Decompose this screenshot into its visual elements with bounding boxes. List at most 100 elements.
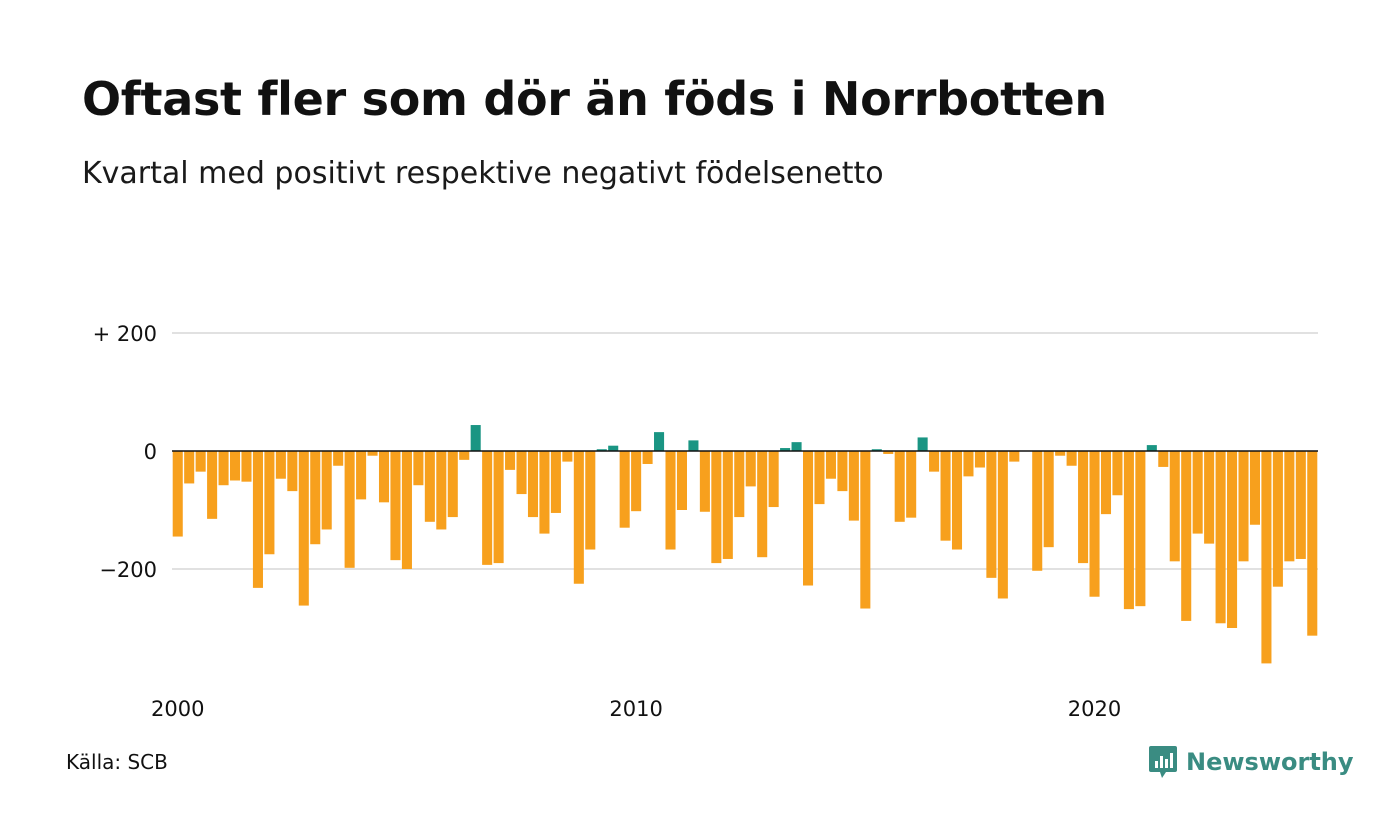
x-tick-label: 2010 — [609, 697, 662, 721]
bar-2024-k4 — [1307, 451, 1318, 636]
bar-2024-k1 — [1272, 451, 1283, 587]
brand-name: Newsworthy — [1186, 748, 1354, 776]
brand-logo: Newsworthy — [1148, 744, 1354, 780]
bar-2024-k3 — [1295, 451, 1306, 559]
bar-2017-k2 — [963, 451, 974, 477]
bar-2006-k3 — [470, 425, 481, 451]
bar-2015-k2 — [871, 449, 882, 451]
bar-2010-k3 — [654, 432, 665, 451]
y-tick-label: −200 — [99, 558, 157, 582]
bar-2005-k1 — [401, 451, 412, 569]
bar-2019-k3 — [1066, 451, 1077, 466]
bar-2019-k4 — [1078, 451, 1089, 564]
bar-2019-k1 — [1043, 451, 1054, 548]
bar-2002-k2 — [275, 451, 286, 479]
bar-2016-k1 — [906, 451, 917, 518]
bar-2001-k4 — [252, 451, 263, 588]
bar-2020-k2 — [1100, 451, 1112, 515]
bar-2004-k3 — [378, 451, 390, 503]
bar-2021-k3 — [1158, 451, 1169, 467]
bar-2009-k2 — [596, 449, 607, 451]
bar-2020-k1 — [1089, 451, 1100, 597]
bar-2005-k3 — [424, 451, 435, 522]
bar-2022-k3 — [1204, 451, 1215, 544]
bar-2000-k2 — [184, 451, 195, 484]
bar-2002-k1 — [264, 451, 275, 555]
bar-2021-k1 — [1135, 451, 1146, 607]
bar-2002-k3 — [287, 451, 298, 492]
bar-2006-k1 — [447, 451, 458, 518]
y-tick-label: 0 — [144, 440, 157, 464]
bar-2004-k1 — [356, 451, 367, 500]
bar-2004-k4 — [390, 451, 401, 561]
bar-2012-k2 — [734, 451, 745, 518]
bar-2007-k3 — [516, 451, 527, 495]
bar-2010-k4 — [665, 451, 676, 550]
bar-2022-k1 — [1181, 451, 1192, 621]
bar-2012-k1 — [722, 451, 733, 559]
bar-2023-k2 — [1238, 451, 1249, 562]
bar-2008-k2 — [550, 451, 561, 513]
newsworthy-logo-icon — [1149, 746, 1177, 778]
bar-2003-k4 — [344, 451, 355, 568]
bar-2018-k4 — [1032, 451, 1043, 571]
bar-2013-k3 — [791, 442, 802, 451]
bar-2003-k1 — [310, 451, 321, 545]
bar-2001-k3 — [241, 451, 252, 482]
bar-2000-k1 — [172, 451, 183, 537]
bar-2024-k2 — [1284, 451, 1295, 562]
bar-2009-k3 — [608, 445, 619, 451]
bar-2011-k4 — [711, 451, 722, 564]
chart-title: Oftast fler som dör än föds i Norrbotten — [82, 72, 1107, 126]
bar-2000-k4 — [207, 451, 218, 519]
bar-2014-k3 — [837, 451, 848, 492]
bar-2010-k1 — [631, 451, 642, 512]
bar-2017-k1 — [951, 451, 963, 550]
bar-2016-k2 — [917, 437, 928, 451]
bar-2013-k4 — [803, 451, 814, 586]
bar-2000-k3 — [195, 451, 206, 472]
bar-2001-k2 — [230, 451, 241, 481]
bar-2007-k1 — [493, 451, 504, 564]
bar-2014-k2 — [825, 451, 836, 479]
bar-2016-k4 — [940, 451, 951, 541]
bar-2015-k1 — [860, 451, 871, 609]
bar-2022-k2 — [1192, 451, 1203, 534]
bar-2007-k4 — [527, 451, 539, 518]
bar-2006-k4 — [482, 451, 493, 565]
bar-2022-k4 — [1215, 451, 1226, 624]
bar-2008-k3 — [562, 451, 573, 462]
bar-2002-k4 — [298, 451, 309, 606]
bar-2009-k4 — [619, 451, 630, 528]
bar-2023-k3 — [1249, 451, 1260, 525]
bar-2015-k3 — [883, 451, 894, 454]
bar-2008-k4 — [573, 451, 584, 584]
bar-2004-k2 — [367, 451, 378, 456]
bar-2021-k2 — [1146, 445, 1157, 451]
bar-2013-k1 — [768, 451, 779, 508]
y-tick-label: + 200 — [93, 322, 157, 346]
bar-2014-k1 — [814, 451, 825, 505]
bar-2014-k4 — [848, 451, 859, 521]
chart-subtitle: Kvartal med positivt respektive negativt… — [82, 156, 884, 191]
bar-2010-k2 — [642, 451, 653, 464]
bar-2005-k2 — [413, 451, 424, 486]
bar-2003-k2 — [321, 451, 332, 530]
bar-2008-k1 — [539, 451, 550, 534]
bar-2011-k2 — [688, 440, 699, 451]
bars — [172, 425, 1318, 664]
bar-2017-k4 — [986, 451, 997, 578]
axes: + 200 0 −200 2000 2010 2020 — [93, 322, 1318, 721]
bar-2015-k4 — [894, 451, 905, 522]
bar-2018-k2 — [1009, 451, 1020, 462]
bar-2011-k3 — [699, 451, 710, 512]
bar-2016-k3 — [929, 451, 940, 472]
bar-2012-k4 — [757, 451, 768, 558]
x-tick-label: 2020 — [1068, 697, 1121, 721]
source-note: Källa: SCB — [66, 750, 168, 774]
bar-2005-k4 — [436, 451, 447, 530]
bar-2020-k4 — [1123, 451, 1134, 610]
bar-2001-k1 — [218, 451, 229, 486]
bar-2003-k3 — [333, 451, 344, 466]
bar-2018-k1 — [997, 451, 1008, 599]
